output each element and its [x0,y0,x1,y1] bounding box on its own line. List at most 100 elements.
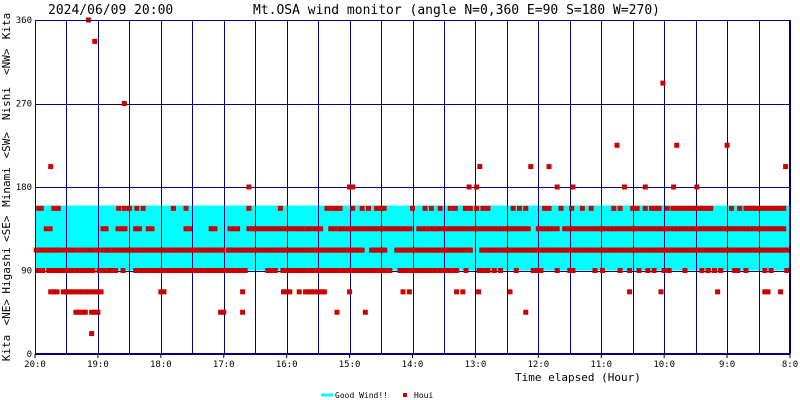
data-point [732,268,738,273]
data-point [491,268,497,273]
data-point [359,205,365,211]
data-point [76,309,82,315]
data-point [189,268,195,273]
data-point [476,289,482,295]
data-point [43,247,49,253]
data-point [323,268,329,273]
data-point [90,247,96,253]
data-point [658,289,664,295]
data-point [566,226,572,232]
data-point [438,226,444,232]
data-point [315,268,321,273]
data-point [651,268,657,273]
data-point [701,226,707,232]
data-point [538,268,544,273]
data-point [76,289,82,295]
data-point [296,289,302,295]
data-point [362,309,368,315]
chart-title: Mt.OSA wind monitor (angle N=0,360 E=90 … [253,3,660,18]
data-point [484,226,490,232]
data-point [416,226,422,232]
data-point [530,268,536,273]
data-point [737,205,743,211]
data-point [743,226,749,232]
data-point [550,226,556,232]
data-point [410,205,415,211]
data-point [485,268,491,273]
data-point [331,226,337,232]
data-point [570,268,576,273]
data-point [60,289,66,295]
data-point [630,226,636,232]
data-point [246,205,252,211]
x-tick-label: 11:0 [590,360,612,370]
data-point [218,309,224,315]
data-point [347,289,353,295]
data-point [347,226,353,232]
data-point [329,205,335,211]
data-point [38,205,44,211]
data-point [303,268,309,273]
data-point [525,226,531,232]
data-point [216,268,222,273]
data-point [89,309,95,315]
data-point [98,289,104,295]
data-point [306,268,312,273]
x-tick-label: 19:0 [87,360,109,370]
data-point [235,268,241,273]
data-point [246,226,252,232]
data-point [269,226,275,232]
data-point [581,226,587,232]
data-point [187,226,193,232]
data-point [678,205,684,211]
data-point [365,205,371,211]
data-point [454,289,460,295]
data-point [427,226,433,232]
data-point [773,226,779,232]
data-point [499,226,505,232]
data-point [334,268,340,273]
data-point [384,226,390,232]
data-point [765,289,771,295]
data-point [454,268,460,273]
data-point [57,247,63,253]
data-point [306,289,312,295]
data-point [223,268,229,273]
data-point [358,226,364,232]
data-point [284,289,290,295]
data-point [690,226,696,232]
data-point [567,268,573,273]
data-point [67,268,73,273]
data-point [50,268,56,273]
data-point [92,289,98,295]
data-point [739,226,745,232]
data-point [345,268,351,273]
data-point [645,268,651,273]
data-point [227,226,233,232]
data-point [438,268,444,273]
data-point [328,226,334,232]
data-point [675,226,681,232]
data-point [287,226,293,232]
data-point [136,268,142,273]
data-point [611,205,617,211]
y-direction-label: <SW> [0,132,13,159]
timestamp: 2024/06/09 20:00 [48,3,173,18]
data-point [208,268,214,273]
data-point [219,247,225,253]
data-point [265,268,271,273]
data-point [312,289,318,295]
data-point [641,226,647,232]
data-point [269,268,275,273]
data-point [73,289,79,295]
data-point [295,226,301,232]
data-point [235,226,241,232]
data-point [682,268,688,273]
data-point [372,268,378,273]
data-point [674,205,680,211]
data-point [373,226,379,232]
data-point [136,226,142,232]
data-point [120,268,126,273]
data-point [435,268,441,273]
data-point [109,268,115,273]
